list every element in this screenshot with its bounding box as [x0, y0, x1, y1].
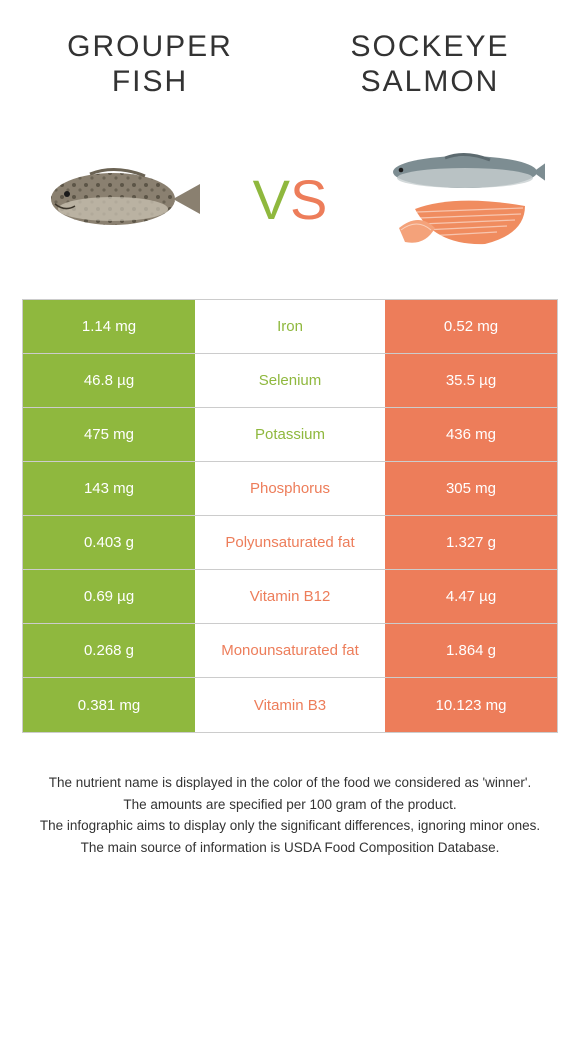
- table-row: 0.268 gMonounsaturated fat1.864 g: [23, 624, 557, 678]
- note-line-3: The infographic aims to display only the…: [22, 816, 558, 836]
- right-title: SOCKEYE SALMON: [320, 30, 540, 99]
- right-value: 1.327 g: [385, 516, 557, 569]
- header: GROUPER FISH SOCKEYE SALMON: [0, 0, 580, 109]
- table-row: 0.403 gPolyunsaturated fat1.327 g: [23, 516, 557, 570]
- left-title-line1: GROUPER: [67, 30, 233, 63]
- nutrient-label: Iron: [195, 300, 385, 353]
- left-value: 0.381 mg: [23, 678, 195, 732]
- images-row: VS: [0, 109, 580, 299]
- nutrient-label: Selenium: [195, 354, 385, 407]
- footnotes: The nutrient name is displayed in the co…: [22, 773, 558, 857]
- nutrient-label: Vitamin B12: [195, 570, 385, 623]
- note-line-2: The amounts are specified per 100 gram o…: [22, 795, 558, 815]
- right-value: 4.47 µg: [385, 570, 557, 623]
- right-value: 305 mg: [385, 462, 557, 515]
- right-value: 436 mg: [385, 408, 557, 461]
- nutrient-table: 1.14 mgIron0.52 mg46.8 µgSelenium35.5 µg…: [22, 299, 558, 733]
- table-row: 0.381 mgVitamin B310.123 mg: [23, 678, 557, 732]
- table-row: 475 mgPotassium436 mg: [23, 408, 557, 462]
- note-line-1: The nutrient name is displayed in the co…: [22, 773, 558, 793]
- left-value: 46.8 µg: [23, 354, 195, 407]
- left-value: 1.14 mg: [23, 300, 195, 353]
- left-title: GROUPER FISH: [40, 30, 260, 99]
- right-value: 35.5 µg: [385, 354, 557, 407]
- table-row: 46.8 µgSelenium35.5 µg: [23, 354, 557, 408]
- nutrient-label: Phosphorus: [195, 462, 385, 515]
- right-title-line1: SOCKEYE: [350, 30, 509, 63]
- left-value: 0.69 µg: [23, 570, 195, 623]
- right-value: 10.123 mg: [385, 678, 557, 732]
- right-title-line2: SALMON: [361, 65, 500, 98]
- left-value: 143 mg: [23, 462, 195, 515]
- nutrient-label: Polyunsaturated fat: [195, 516, 385, 569]
- left-value: 0.268 g: [23, 624, 195, 677]
- grouper-image: [35, 134, 205, 264]
- vs-label: VS: [253, 167, 328, 232]
- left-value: 475 mg: [23, 408, 195, 461]
- nutrient-label: Monounsaturated fat: [195, 624, 385, 677]
- table-row: 1.14 mgIron0.52 mg: [23, 300, 557, 354]
- table-row: 143 mgPhosphorus305 mg: [23, 462, 557, 516]
- salmon-image: [375, 134, 545, 264]
- nutrient-label: Potassium: [195, 408, 385, 461]
- vs-v: V: [253, 168, 290, 231]
- vs-s: S: [290, 168, 327, 231]
- right-value: 0.52 mg: [385, 300, 557, 353]
- table-row: 0.69 µgVitamin B124.47 µg: [23, 570, 557, 624]
- left-title-line2: FISH: [112, 65, 188, 98]
- note-line-4: The main source of information is USDA F…: [22, 838, 558, 858]
- nutrient-label: Vitamin B3: [195, 678, 385, 732]
- right-value: 1.864 g: [385, 624, 557, 677]
- left-value: 0.403 g: [23, 516, 195, 569]
